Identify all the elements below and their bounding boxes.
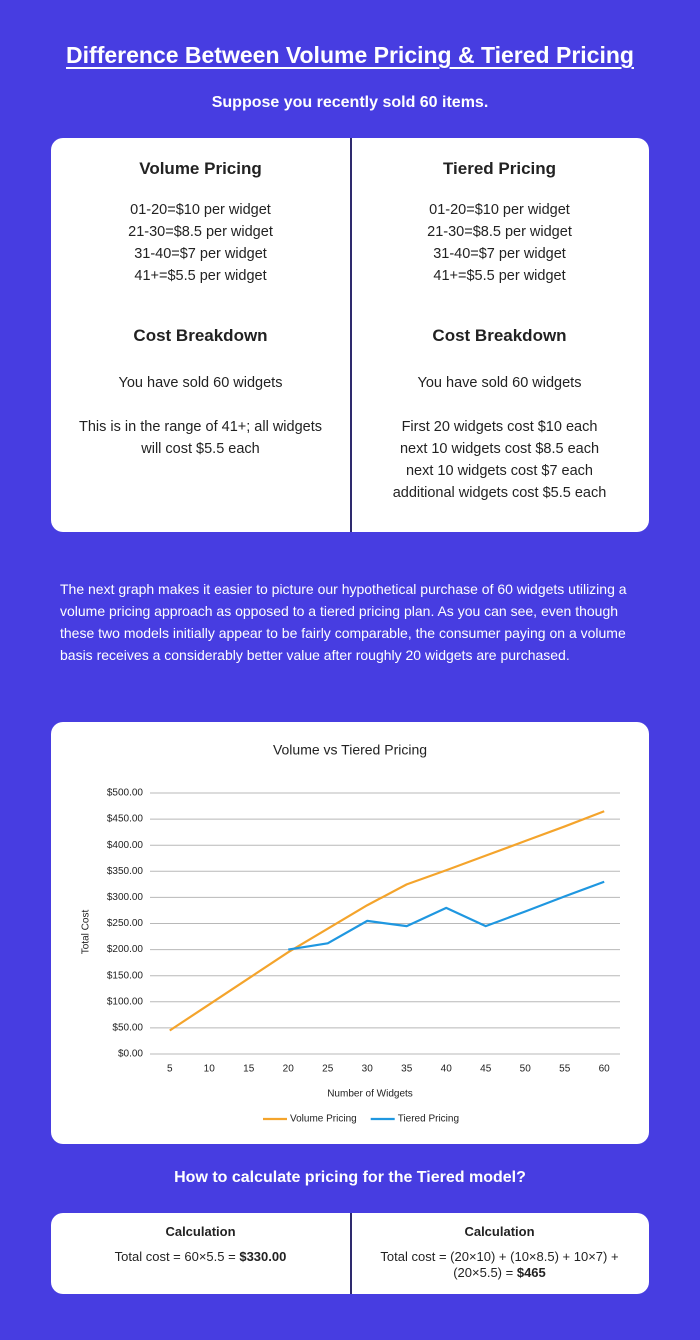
formula-line: Total cost = (20×10) + (10×8.5) + 10×7) … (365, 1249, 635, 1281)
detail: additional widgets cost $5.5 each (392, 485, 607, 501)
x-tick-label: 15 (243, 1064, 255, 1075)
calc-heading: How to calculate pricing for the Tiered … (174, 1169, 526, 1186)
breakdown-heading: Cost Breakdown (432, 326, 567, 345)
column-heading: Tiered Pricing (442, 159, 557, 178)
y-tick-label: $450.00 (107, 814, 144, 825)
x-tick-label: 25 (322, 1064, 334, 1075)
detail: First 20 widgets cost $10 each (401, 419, 598, 435)
calc-card: Calculation Total cost = 60×5.5 = $330.0… (51, 1213, 649, 1294)
result: $330.00 (239, 1249, 287, 1264)
x-tick-label: 55 (559, 1064, 571, 1075)
sold-text: You have sold 60 widgets (417, 375, 582, 391)
page-subtitle: Suppose you recently sold 60 items. (211, 94, 489, 111)
series-line (169, 810, 605, 1032)
calc-column: Calculation Total cost = (20×10) + (10×8… (350, 1213, 649, 1281)
x-tick-label: 30 (362, 1064, 374, 1075)
chart-card: Volume vs Tiered Pricing Number of Widge… (51, 722, 649, 1144)
chart: Volume vs Tiered Pricing Number of Widge… (81, 742, 620, 1125)
detail: next 10 widgets cost $7 each (405, 463, 593, 479)
formula: Total cost = (20×10) + (10×8.5) + 10×7) … (380, 1249, 619, 1280)
tier: 31-40=$7 per widget (433, 246, 566, 262)
paragraph: The next graph makes it easier to pictur… (60, 581, 627, 663)
tier: 41+=$5.5 per widget (433, 268, 566, 284)
tier: 01-20=$10 per widget (130, 202, 271, 218)
sold-text: You have sold 60 widgets (118, 375, 283, 391)
y-tick-label: $500.00 (107, 788, 144, 799)
x-tick-label: 35 (401, 1064, 413, 1075)
formula: Total cost = 60×5.5 = (114, 1249, 236, 1264)
x-tick-label: 40 (441, 1064, 453, 1075)
y-tick-label: $100.00 (107, 996, 144, 1007)
calc-title: Calculation (464, 1224, 535, 1239)
detail: This is in the range of 41+; all widgets… (78, 419, 322, 457)
x-tick-label: 45 (480, 1064, 492, 1075)
column-heading: Volume Pricing (139, 159, 262, 178)
result: $465 (516, 1265, 546, 1280)
y-tick-label: $200.00 (107, 944, 144, 955)
tier: 31-40=$7 per widget (134, 246, 267, 262)
x-tick-label: 5 (167, 1064, 173, 1075)
tier: 21-30=$8.5 per widget (427, 224, 572, 240)
y-tick-label: $300.00 (107, 892, 144, 903)
detail: next 10 widgets cost $8.5 each (399, 441, 600, 457)
y-axis-title: Total Cost (81, 910, 92, 955)
divider (350, 138, 352, 532)
legend-label: Volume Pricing (290, 1114, 357, 1125)
calc-title: Calculation (165, 1224, 236, 1239)
tier: 21-30=$8.5 per widget (128, 224, 273, 240)
tiered-column: Tiered Pricing 01-20=$10 per widget 21-3… (350, 138, 649, 504)
x-tick-label: 20 (283, 1064, 295, 1075)
comparison-card: Volume Pricing 01-20=$10 per widget 21-3… (51, 138, 649, 532)
calc-column: Calculation Total cost = 60×5.5 = $330.0… (51, 1213, 350, 1265)
x-tick-label: 10 (204, 1064, 216, 1075)
y-tick-label: $250.00 (107, 918, 144, 929)
volume-column: Volume Pricing 01-20=$10 per widget 21-3… (51, 138, 350, 460)
tier: 01-20=$10 per widget (429, 202, 570, 218)
x-axis-title: Number of Widgets (327, 1089, 413, 1100)
y-tick-label: $350.00 (107, 866, 144, 877)
divider (350, 1213, 352, 1294)
legend-label: Tiered Pricing (398, 1114, 459, 1125)
y-tick-label: $50.00 (112, 1023, 143, 1034)
y-tick-label: $400.00 (107, 840, 144, 851)
formula-line: Total cost = 60×5.5 = $330.00 (51, 1249, 350, 1265)
y-tick-label: $0.00 (118, 1049, 143, 1060)
x-tick-label: 50 (520, 1064, 532, 1075)
chart-title: Volume vs Tiered Pricing (273, 742, 427, 758)
page-title: Difference Between Volume Pricing & Tier… (66, 42, 634, 68)
tier: 41+=$5.5 per widget (134, 268, 267, 284)
x-tick-label: 60 (599, 1064, 611, 1075)
series-line (288, 880, 605, 951)
y-tick-label: $150.00 (107, 970, 144, 981)
breakdown-heading: Cost Breakdown (133, 326, 268, 345)
